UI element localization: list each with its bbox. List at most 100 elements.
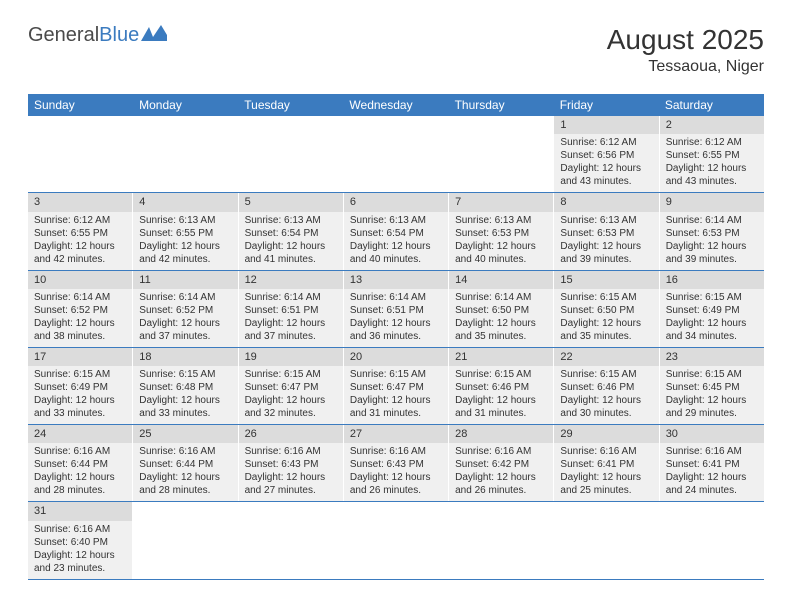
weekday-cell: Wednesday — [343, 94, 448, 116]
sunset-line: Sunset: 6:52 PM — [34, 304, 126, 317]
daylight-line-2: and 31 minutes. — [455, 407, 547, 420]
daylight-line-2: and 35 minutes. — [455, 330, 547, 343]
day-cell: 25Sunrise: 6:16 AMSunset: 6:44 PMDayligh… — [133, 425, 238, 501]
sunrise-line: Sunrise: 6:12 AM — [666, 136, 758, 149]
daylight-line-1: Daylight: 12 hours — [560, 162, 652, 175]
sunrise-line: Sunrise: 6:15 AM — [245, 368, 337, 381]
sunrise-line: Sunrise: 6:13 AM — [560, 214, 652, 227]
day-cell: 2Sunrise: 6:12 AMSunset: 6:55 PMDaylight… — [660, 116, 764, 192]
day-content: Sunrise: 6:12 AMSunset: 6:55 PMDaylight:… — [28, 212, 132, 270]
day-cell: 18Sunrise: 6:15 AMSunset: 6:48 PMDayligh… — [133, 348, 238, 424]
daylight-line-2: and 38 minutes. — [34, 330, 126, 343]
day-number: 25 — [133, 425, 237, 443]
daylight-line-1: Daylight: 12 hours — [245, 471, 337, 484]
sunset-line: Sunset: 6:46 PM — [560, 381, 652, 394]
day-content: Sunrise: 6:15 AMSunset: 6:49 PMDaylight:… — [28, 366, 132, 424]
day-cell — [554, 502, 659, 578]
calendar: SundayMondayTuesdayWednesdayThursdayFrid… — [28, 94, 764, 580]
day-content: Sunrise: 6:15 AMSunset: 6:48 PMDaylight:… — [133, 366, 237, 424]
day-number: 6 — [344, 193, 448, 211]
day-number: 14 — [449, 271, 553, 289]
sunset-line: Sunset: 6:49 PM — [666, 304, 758, 317]
daylight-line-1: Daylight: 12 hours — [455, 240, 547, 253]
day-content: Sunrise: 6:15 AMSunset: 6:49 PMDaylight:… — [660, 289, 764, 347]
sunset-line: Sunset: 6:40 PM — [34, 536, 126, 549]
weeks-container: 1Sunrise: 6:12 AMSunset: 6:56 PMDaylight… — [28, 116, 764, 580]
month-title: August 2025 — [607, 24, 764, 56]
day-cell: 30Sunrise: 6:16 AMSunset: 6:41 PMDayligh… — [660, 425, 764, 501]
sunset-line: Sunset: 6:55 PM — [139, 227, 231, 240]
day-number: 24 — [28, 425, 132, 443]
day-cell — [239, 502, 344, 578]
sunrise-line: Sunrise: 6:14 AM — [666, 214, 758, 227]
sunset-line: Sunset: 6:50 PM — [455, 304, 547, 317]
daylight-line-1: Daylight: 12 hours — [350, 240, 442, 253]
sunrise-line: Sunrise: 6:15 AM — [34, 368, 126, 381]
daylight-line-1: Daylight: 12 hours — [34, 549, 126, 562]
daylight-line-2: and 29 minutes. — [666, 407, 758, 420]
day-cell: 24Sunrise: 6:16 AMSunset: 6:44 PMDayligh… — [28, 425, 133, 501]
sunset-line: Sunset: 6:50 PM — [560, 304, 652, 317]
day-cell: 11Sunrise: 6:14 AMSunset: 6:52 PMDayligh… — [133, 271, 238, 347]
daylight-line-1: Daylight: 12 hours — [666, 240, 758, 253]
day-cell: 31Sunrise: 6:16 AMSunset: 6:40 PMDayligh… — [28, 502, 133, 578]
day-number: 26 — [239, 425, 343, 443]
day-cell: 6Sunrise: 6:13 AMSunset: 6:54 PMDaylight… — [344, 193, 449, 269]
logo-text-1: General — [28, 24, 99, 47]
day-number: 1 — [554, 116, 658, 134]
day-cell: 1Sunrise: 6:12 AMSunset: 6:56 PMDaylight… — [554, 116, 659, 192]
daylight-line-1: Daylight: 12 hours — [666, 162, 758, 175]
day-content: Sunrise: 6:14 AMSunset: 6:50 PMDaylight:… — [449, 289, 553, 347]
day-content: Sunrise: 6:14 AMSunset: 6:51 PMDaylight:… — [344, 289, 448, 347]
day-number: 13 — [344, 271, 448, 289]
sunset-line: Sunset: 6:53 PM — [666, 227, 758, 240]
sunrise-line: Sunrise: 6:16 AM — [350, 445, 442, 458]
title-block: August 2025 Tessaoua, Niger — [607, 24, 764, 76]
daylight-line-2: and 27 minutes. — [245, 484, 337, 497]
day-content: Sunrise: 6:16 AMSunset: 6:42 PMDaylight:… — [449, 443, 553, 501]
sunset-line: Sunset: 6:42 PM — [455, 458, 547, 471]
sunset-line: Sunset: 6:54 PM — [350, 227, 442, 240]
day-cell: 17Sunrise: 6:15 AMSunset: 6:49 PMDayligh… — [28, 348, 133, 424]
day-cell: 20Sunrise: 6:15 AMSunset: 6:47 PMDayligh… — [344, 348, 449, 424]
sunset-line: Sunset: 6:49 PM — [34, 381, 126, 394]
day-content: Sunrise: 6:13 AMSunset: 6:53 PMDaylight:… — [449, 212, 553, 270]
day-content: Sunrise: 6:16 AMSunset: 6:40 PMDaylight:… — [28, 521, 132, 579]
day-cell: 26Sunrise: 6:16 AMSunset: 6:43 PMDayligh… — [239, 425, 344, 501]
logo: GeneralBlue — [28, 24, 167, 47]
day-number: 21 — [449, 348, 553, 366]
daylight-line-1: Daylight: 12 hours — [560, 317, 652, 330]
sunset-line: Sunset: 6:44 PM — [139, 458, 231, 471]
sunrise-line: Sunrise: 6:15 AM — [455, 368, 547, 381]
daylight-line-2: and 35 minutes. — [560, 330, 652, 343]
sunset-line: Sunset: 6:55 PM — [666, 149, 758, 162]
daylight-line-2: and 26 minutes. — [350, 484, 442, 497]
day-cell — [133, 116, 238, 192]
sunrise-line: Sunrise: 6:14 AM — [34, 291, 126, 304]
daylight-line-1: Daylight: 12 hours — [455, 471, 547, 484]
day-content: Sunrise: 6:15 AMSunset: 6:47 PMDaylight:… — [239, 366, 343, 424]
day-number: 19 — [239, 348, 343, 366]
sunrise-line: Sunrise: 6:16 AM — [34, 445, 126, 458]
day-cell: 27Sunrise: 6:16 AMSunset: 6:43 PMDayligh… — [344, 425, 449, 501]
sunset-line: Sunset: 6:47 PM — [350, 381, 442, 394]
day-number: 11 — [133, 271, 237, 289]
day-cell: 5Sunrise: 6:13 AMSunset: 6:54 PMDaylight… — [239, 193, 344, 269]
sunset-line: Sunset: 6:45 PM — [666, 381, 758, 394]
sunset-line: Sunset: 6:51 PM — [350, 304, 442, 317]
daylight-line-1: Daylight: 12 hours — [139, 240, 231, 253]
day-number: 15 — [554, 271, 658, 289]
day-number: 7 — [449, 193, 553, 211]
daylight-line-1: Daylight: 12 hours — [350, 471, 442, 484]
daylight-line-1: Daylight: 12 hours — [245, 317, 337, 330]
sunrise-line: Sunrise: 6:13 AM — [245, 214, 337, 227]
weekday-cell: Monday — [133, 94, 238, 116]
sunset-line: Sunset: 6:56 PM — [560, 149, 652, 162]
day-content: Sunrise: 6:13 AMSunset: 6:53 PMDaylight:… — [554, 212, 658, 270]
daylight-line-2: and 33 minutes. — [34, 407, 126, 420]
sunset-line: Sunset: 6:48 PM — [139, 381, 231, 394]
day-cell: 23Sunrise: 6:15 AMSunset: 6:45 PMDayligh… — [660, 348, 764, 424]
daylight-line-2: and 37 minutes. — [245, 330, 337, 343]
sunset-line: Sunset: 6:46 PM — [455, 381, 547, 394]
sunset-line: Sunset: 6:53 PM — [455, 227, 547, 240]
